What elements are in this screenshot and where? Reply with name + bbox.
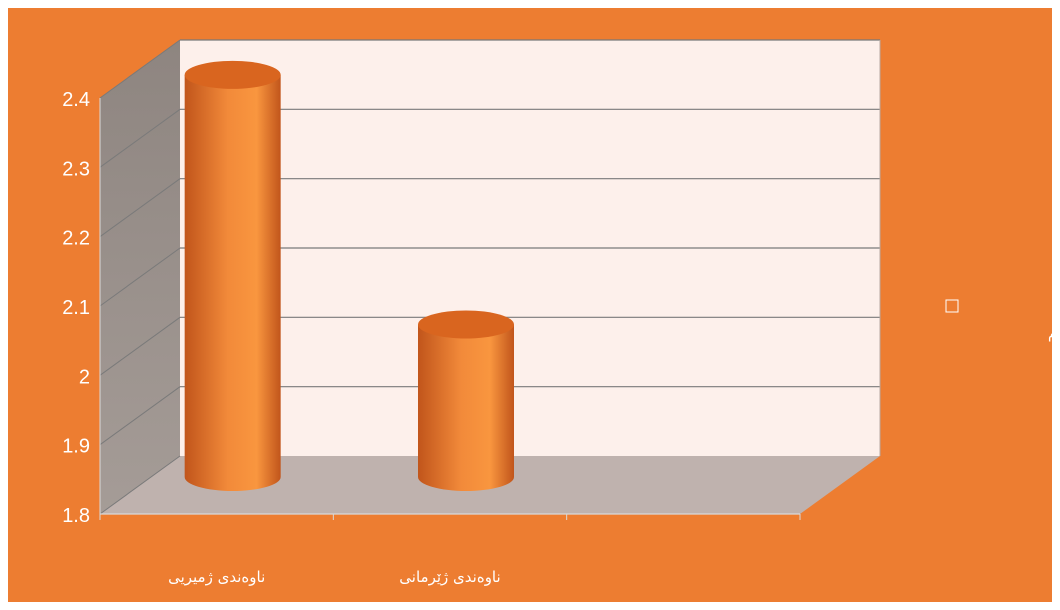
bar-cylinder-top bbox=[418, 310, 514, 339]
gridline-side bbox=[99, 108, 181, 168]
bar-cylinder-top bbox=[184, 60, 281, 89]
x-category-label: ناوەندی ژێرمانی bbox=[399, 568, 500, 586]
gridline-side bbox=[99, 316, 181, 376]
gridline-side bbox=[99, 178, 181, 238]
y-tick-label: 2.4 bbox=[62, 89, 90, 111]
legend-swatch bbox=[945, 299, 959, 313]
y-tick-label: 2.3 bbox=[62, 158, 90, 180]
bar-cylinder bbox=[418, 324, 514, 491]
gridline-side bbox=[99, 386, 181, 446]
gridline-side bbox=[99, 455, 181, 515]
y-tick-label: 1.9 bbox=[62, 436, 90, 458]
y-tick-label: 2 bbox=[79, 366, 90, 388]
y-tick-label: 2.2 bbox=[62, 228, 90, 250]
y-tick-label: 1.8 bbox=[62, 505, 90, 527]
gridline-side bbox=[99, 247, 181, 307]
y-tick-label: 2.1 bbox=[62, 297, 90, 319]
x-category-label: ناوەندی ژمیریی bbox=[168, 568, 265, 586]
bar-cylinder bbox=[184, 74, 281, 492]
gridline-side bbox=[99, 39, 181, 99]
legend-label: تەوەری دووەم bbox=[1048, 326, 1060, 342]
